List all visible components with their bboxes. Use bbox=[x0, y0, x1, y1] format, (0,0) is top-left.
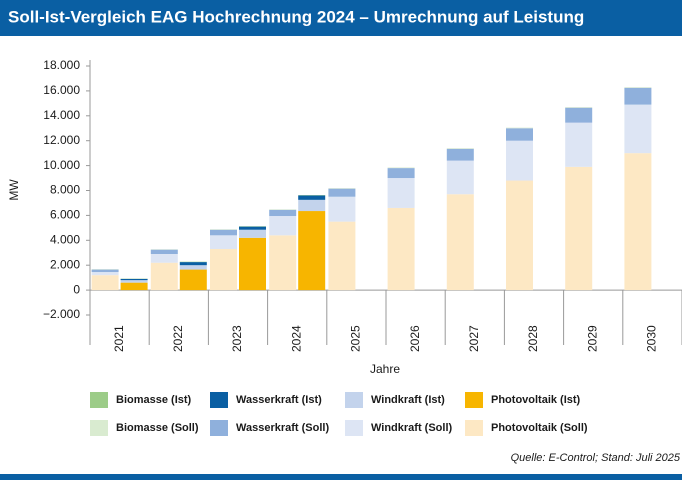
bar-segment bbox=[239, 226, 266, 230]
x-tick-label: 2024 bbox=[289, 325, 303, 352]
y-tick-label: 6.000 bbox=[50, 208, 80, 222]
y-tick-label: 8.000 bbox=[50, 183, 80, 197]
footer-bar bbox=[0, 474, 682, 480]
header-bar bbox=[0, 0, 682, 36]
bar-segment bbox=[506, 128, 533, 141]
legend-swatch bbox=[465, 392, 483, 408]
legend-label: Photovoltaik (Ist) bbox=[491, 394, 581, 406]
bar-segment bbox=[269, 235, 297, 291]
legend-label: Photovoltaik (Soll) bbox=[491, 422, 588, 434]
chart-title: Soll-Ist-Vergleich EAG Hochrechnung 2024… bbox=[8, 7, 584, 26]
bar-segment bbox=[239, 237, 266, 291]
bar-segment bbox=[298, 199, 326, 212]
bar-segment bbox=[328, 221, 356, 291]
x-tick-label: 2021 bbox=[112, 325, 126, 352]
bar-segment bbox=[179, 269, 207, 291]
x-axis-label: Jahre bbox=[370, 362, 400, 376]
bar-segment bbox=[91, 272, 119, 276]
legend-swatch bbox=[465, 420, 483, 436]
y-tick-label: −2.000 bbox=[43, 307, 80, 321]
bar-segment bbox=[624, 87, 652, 105]
legend-swatch bbox=[90, 392, 108, 408]
x-tick-label: 2029 bbox=[585, 325, 599, 352]
bar-segment bbox=[179, 262, 207, 266]
bar-segment bbox=[150, 262, 178, 291]
bar-segment bbox=[446, 194, 474, 291]
bar-segment bbox=[565, 107, 593, 123]
bar-segment bbox=[91, 275, 119, 291]
bar-segment bbox=[298, 195, 326, 200]
y-tick-label: 10.000 bbox=[43, 158, 80, 172]
bar-segment bbox=[269, 216, 297, 236]
source: Quelle: E-Control; Stand: Juli 2025 bbox=[511, 452, 681, 464]
legend-swatch bbox=[345, 392, 363, 408]
bar-segment bbox=[387, 178, 415, 208]
legend-swatch bbox=[210, 420, 228, 436]
bar-segment bbox=[298, 211, 326, 291]
bar-segment bbox=[120, 278, 148, 281]
bar-segment bbox=[624, 87, 652, 88]
legend-label: Windkraft (Soll) bbox=[371, 422, 453, 434]
x-tick-label: 2023 bbox=[230, 325, 244, 352]
bar-segment bbox=[239, 229, 266, 238]
bar-segment bbox=[446, 148, 474, 149]
y-tick-label: 2.000 bbox=[50, 257, 80, 271]
legend-label: Windkraft (Ist) bbox=[371, 394, 445, 406]
bar-segment bbox=[624, 153, 652, 291]
bar-segment bbox=[565, 107, 593, 108]
bar-segment bbox=[624, 104, 652, 154]
y-tick-label: 14.000 bbox=[43, 108, 80, 122]
bar-segment bbox=[210, 249, 237, 291]
legend-label: Biomasse (Ist) bbox=[116, 394, 192, 406]
x-tick-label: 2028 bbox=[526, 325, 540, 352]
bar-segment bbox=[506, 180, 533, 291]
legend-swatch bbox=[90, 420, 108, 436]
bar-segment bbox=[565, 122, 593, 167]
bar-segment bbox=[387, 167, 415, 169]
bar-segment bbox=[210, 229, 237, 236]
bar-segment bbox=[446, 160, 474, 195]
bar-segment bbox=[91, 269, 119, 273]
legend-label: Biomasse (Soll) bbox=[116, 422, 199, 434]
bar-segment bbox=[179, 265, 207, 270]
x-tick-label: 2027 bbox=[467, 325, 481, 352]
y-tick-label: 18.000 bbox=[43, 58, 80, 72]
bar-segment bbox=[269, 209, 297, 217]
bar-segment bbox=[565, 166, 593, 291]
bar-segment bbox=[506, 140, 533, 181]
bar-segment bbox=[120, 282, 148, 291]
bar-segment bbox=[150, 249, 178, 254]
legend-swatch bbox=[345, 420, 363, 436]
bar-segment bbox=[446, 148, 474, 161]
legend-swatch bbox=[210, 392, 228, 408]
y-tick-label: 4.000 bbox=[50, 232, 80, 246]
x-tick-label: 2025 bbox=[349, 325, 363, 352]
bar-segment bbox=[328, 196, 356, 222]
y-tick-label: 0 bbox=[73, 282, 80, 296]
x-tick-label: 2026 bbox=[408, 325, 422, 352]
legend-label: Wasserkraft (Ist) bbox=[236, 394, 322, 406]
bar-segment bbox=[210, 235, 237, 250]
bar-segment bbox=[387, 168, 415, 179]
legend-label: Wasserkraft (Soll) bbox=[236, 422, 329, 434]
bar-segment bbox=[150, 253, 178, 263]
bar-segment bbox=[387, 207, 415, 291]
bar-segment bbox=[506, 127, 533, 129]
y-tick-label: 16.000 bbox=[43, 83, 80, 97]
x-tick-label: 2030 bbox=[645, 325, 659, 352]
y-axis-label: MW bbox=[7, 179, 21, 201]
y-tick-label: 12.000 bbox=[43, 133, 80, 147]
x-tick-label: 2022 bbox=[171, 325, 185, 352]
bar-segment bbox=[120, 280, 148, 283]
bar-segment bbox=[328, 188, 356, 197]
